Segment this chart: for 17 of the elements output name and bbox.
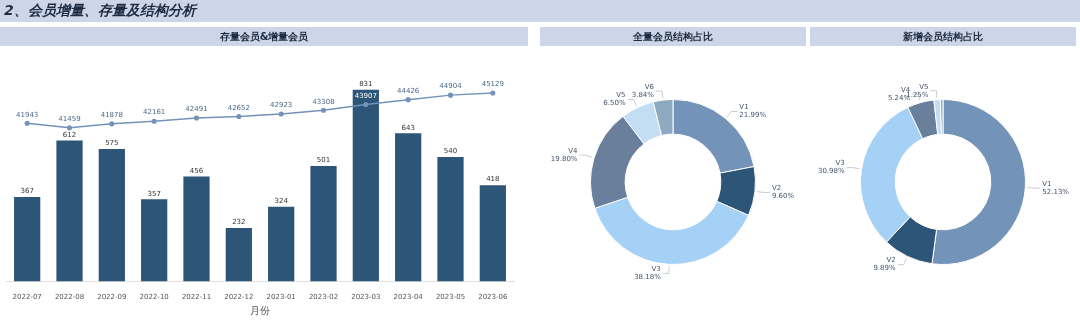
bar <box>183 176 210 282</box>
text: 2、会员增量、存量及结构分析 <box>0 0 1080 22</box>
bar <box>395 133 422 282</box>
chart-title: 存量会员&增量会员 <box>0 27 528 46</box>
chart-title: 新增会员结构占比 <box>810 27 1076 46</box>
bar <box>437 157 464 282</box>
bar <box>14 196 41 282</box>
bar <box>56 140 83 282</box>
bar <box>268 206 295 282</box>
bar <box>98 148 125 282</box>
chart-title: 全量会员结构占比 <box>540 27 806 46</box>
x-axis-title: 月份 <box>250 304 270 316</box>
bar <box>225 228 252 282</box>
bar <box>352 89 379 282</box>
bar <box>141 199 168 282</box>
bar <box>310 166 337 282</box>
bar <box>479 185 506 282</box>
